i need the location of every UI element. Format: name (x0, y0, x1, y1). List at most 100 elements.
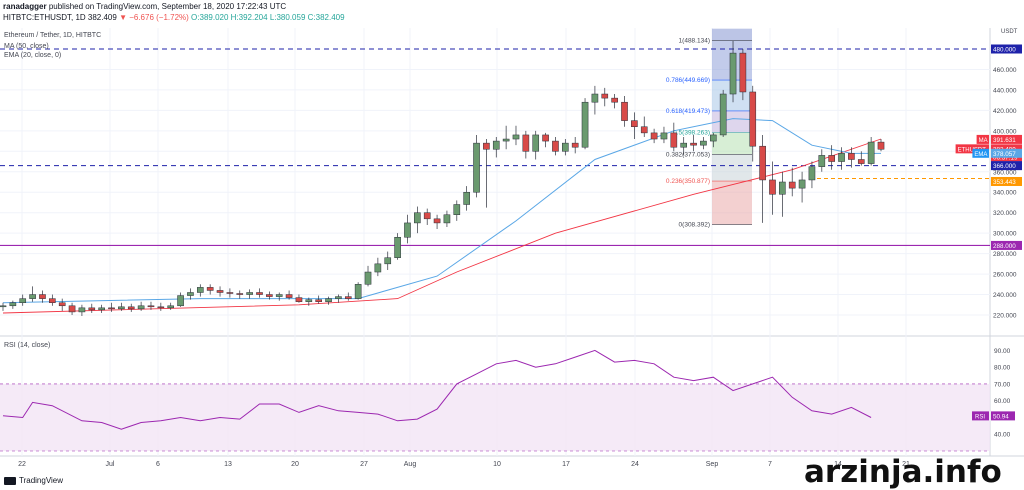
candle-up (187, 292, 194, 296)
price-badge-value: 480.000 (993, 47, 1016, 54)
close-value: C:382.409 (307, 13, 345, 22)
y-tick-label: 240.000 (993, 292, 1017, 299)
candle-down (216, 290, 224, 293)
candle-down (58, 302, 66, 307)
candle-up (660, 132, 668, 140)
candle-up (867, 141, 875, 164)
candle-down (433, 218, 441, 224)
rsi-tag-label: RSI (975, 414, 985, 420)
candle-up (374, 263, 382, 273)
price-badge-label: ETHUSDT (958, 147, 987, 153)
x-tick-label: Sep (706, 461, 719, 468)
price-badge-value: 353.443 (993, 179, 1016, 186)
candle-up (0, 305, 7, 308)
candle-down (295, 297, 303, 302)
candle-down (423, 212, 431, 220)
price-badge (991, 134, 1022, 144)
rsi-y-tick-label: 40.00 (994, 432, 1011, 439)
candle-down (542, 134, 549, 142)
candle-up (492, 140, 500, 150)
candle-down (611, 97, 618, 103)
price-badge-value: 391.631 (993, 137, 1016, 144)
candle-up (98, 307, 105, 311)
fib-label: 0.236(350.877) (666, 178, 710, 185)
price-badge (991, 44, 1022, 54)
fib-zone (712, 181, 752, 225)
candle-up (709, 134, 717, 142)
main-pane (0, 28, 1024, 335)
candle-up (167, 305, 175, 309)
y-tick-label: 440.000 (993, 87, 1017, 94)
x-tick-label: 6 (156, 461, 160, 468)
candle-up (680, 142, 688, 148)
rsi-y-tick-label: 90.00 (994, 348, 1011, 355)
low-value: L:380.059 (269, 13, 306, 22)
fib-label: 0(308.392) (679, 222, 710, 229)
candle-up (443, 214, 451, 224)
candle-down (640, 126, 648, 134)
symbol-label: HITBTC:ETHUSDT, 1D (3, 13, 86, 22)
candle-up (275, 294, 283, 297)
candle-down (650, 132, 658, 140)
candle-down (739, 52, 747, 93)
y-tick-label: 340.000 (993, 190, 1017, 197)
x-tick-label: 24 (631, 461, 639, 468)
candle-up (305, 299, 313, 302)
candle-up (177, 295, 184, 307)
x-tick-label: Aug (404, 461, 417, 468)
fib-label: 0.786(449.669) (666, 77, 710, 84)
candle-down (552, 140, 559, 152)
candle-down (68, 305, 76, 313)
y-tick-label: 260.000 (993, 272, 1017, 279)
ma50-line (2, 138, 882, 314)
price-badge-label: EMA (974, 152, 987, 158)
candle-up (838, 153, 845, 162)
candle-up (9, 302, 17, 307)
price-badge-value: 288.000 (993, 243, 1016, 250)
candle-up (325, 298, 332, 302)
candle-down (108, 307, 115, 310)
candle-down (226, 292, 234, 294)
price-badge (991, 148, 1022, 158)
tradingview-logo-text: TradingView (19, 476, 64, 485)
candle-up (532, 134, 540, 152)
candle-down (49, 298, 56, 303)
y-tick-label: 360.000 (993, 169, 1017, 176)
y-tick-label: 220.000 (993, 313, 1017, 320)
y-tick-label: 280.000 (993, 251, 1017, 258)
candle-down (749, 91, 757, 147)
candle-down (206, 287, 214, 291)
ma-legend: MA (50, close) (4, 43, 49, 50)
ohlc-header: HITBTC:ETHUSDT, 1D 382.409 ▼ −6.676 (−1.… (3, 13, 345, 22)
candle-up (502, 138, 510, 142)
candle-down (601, 93, 609, 99)
candle-down (877, 141, 885, 150)
candle-down (670, 132, 678, 148)
price-badge-tag (976, 134, 989, 144)
candle-up (118, 306, 125, 310)
candle-down (315, 299, 322, 302)
x-tick-label: Jul (106, 461, 115, 468)
candle-down (157, 306, 165, 309)
candle-down (621, 101, 628, 121)
y-tick-label: 400.000 (993, 128, 1017, 135)
currency-label: USDT (1001, 29, 1018, 35)
rsi-y-tick-label: 80.00 (994, 365, 1011, 372)
high-value: H:392.204 (230, 13, 268, 22)
published-text: published on TradingView.com, September … (48, 2, 287, 11)
rsi-band (0, 383, 990, 451)
watermark: arzinja.info (804, 454, 1002, 490)
candle-down (266, 294, 273, 297)
candle-up (798, 179, 806, 189)
candle-down (857, 159, 865, 164)
price-badge-value: 06:37:19 (993, 154, 1018, 161)
tradingview-icon (4, 476, 16, 485)
candle-down (769, 179, 776, 195)
candle-up (394, 236, 401, 258)
candle-up (700, 140, 707, 146)
x-tick-label: 10 (493, 461, 501, 468)
candle-up (808, 166, 816, 181)
fib-label: 0.5(398.263) (673, 130, 710, 137)
candle-up (246, 292, 253, 295)
